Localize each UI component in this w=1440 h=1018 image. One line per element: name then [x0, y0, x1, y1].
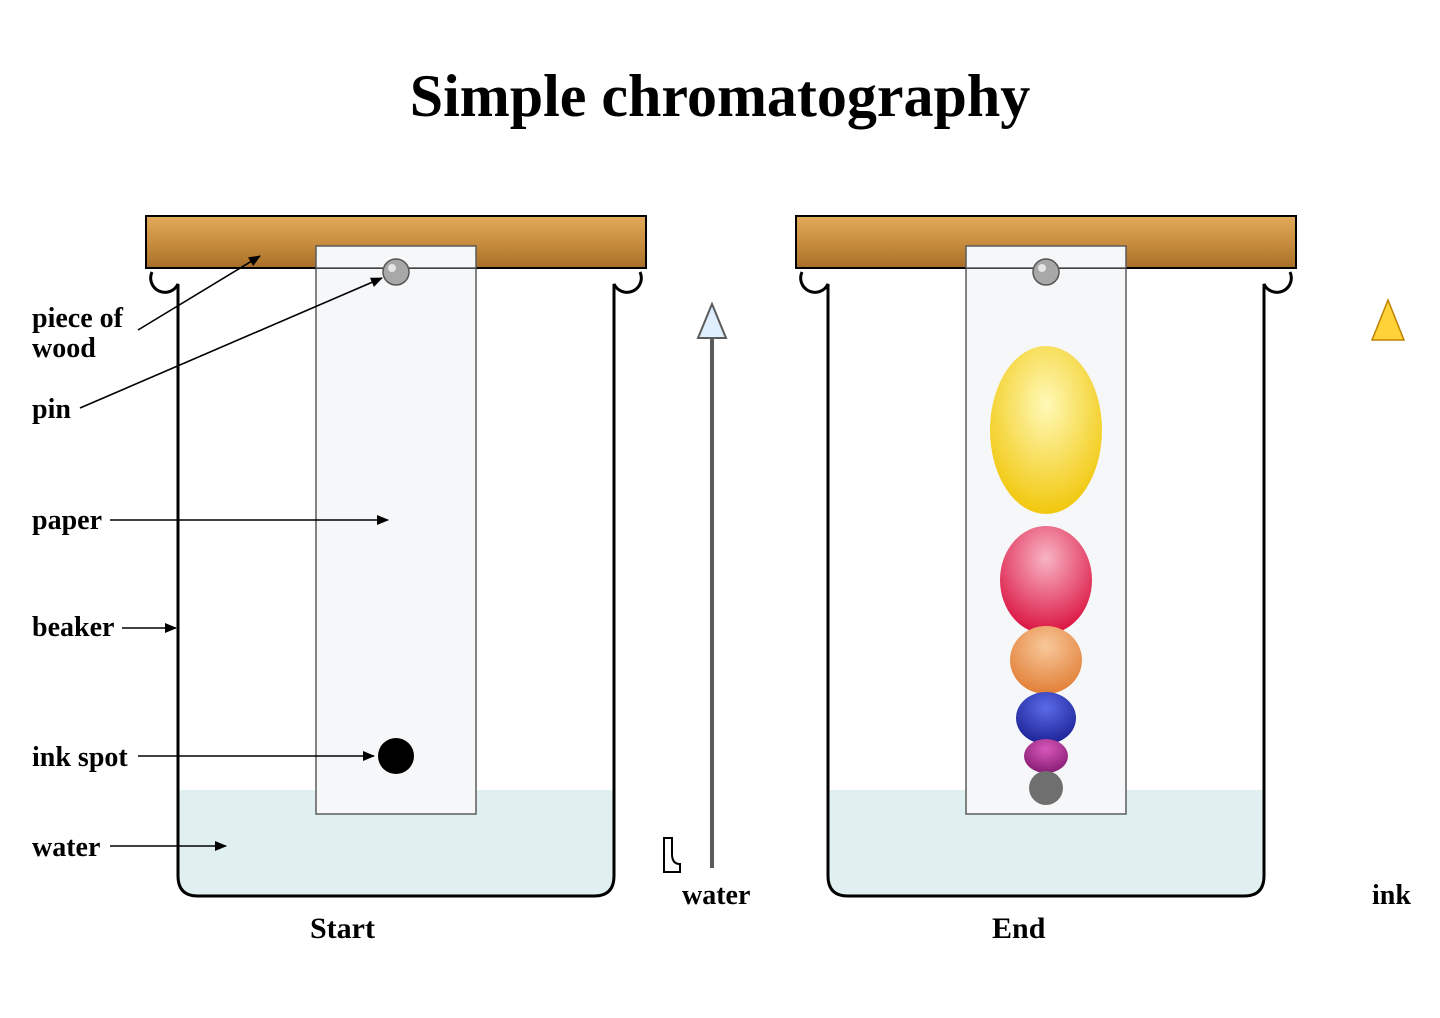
pin-start: [383, 259, 409, 285]
pin-end: [1033, 259, 1059, 285]
pin-highlight-end: [1038, 264, 1046, 272]
spot-purple: [1024, 739, 1068, 773]
diagram-svg: [0, 200, 1440, 960]
spot-blue: [1016, 692, 1076, 744]
paper-strip-start: [316, 246, 476, 814]
spot-orange: [1010, 626, 1082, 694]
ink-arrow-icon: [1372, 300, 1404, 868]
spot-red: [1000, 526, 1092, 634]
spot-grey: [1029, 771, 1063, 805]
start-beaker-group: [146, 216, 646, 896]
diagram-svg-container: [0, 200, 1440, 960]
spot-yellow: [990, 346, 1102, 514]
ink-spot-start: [378, 738, 414, 774]
pin-highlight-start: [388, 264, 396, 272]
end-beaker-group: [796, 216, 1296, 896]
diagram-title: Simple chromatography: [0, 62, 1440, 131]
water-arrow-icon: [698, 304, 726, 868]
water-mark-icon: [664, 838, 680, 872]
